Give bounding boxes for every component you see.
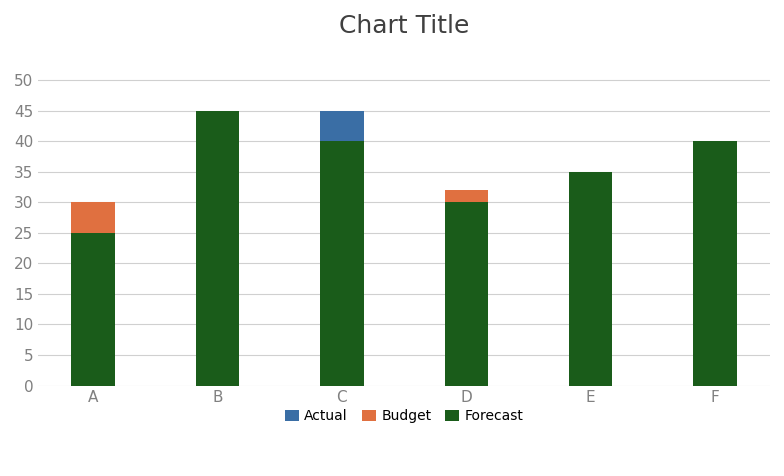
- Bar: [445, 190, 488, 202]
- Title: Chart Title: Chart Title: [339, 14, 470, 38]
- Bar: [320, 110, 364, 141]
- Bar: [196, 110, 239, 386]
- Legend: Actual, Budget, Forecast: Actual, Budget, Forecast: [279, 404, 529, 429]
- Bar: [693, 141, 737, 386]
- Bar: [569, 172, 612, 386]
- Bar: [320, 141, 364, 386]
- Bar: [71, 202, 115, 233]
- Bar: [445, 202, 488, 386]
- Bar: [71, 233, 115, 386]
